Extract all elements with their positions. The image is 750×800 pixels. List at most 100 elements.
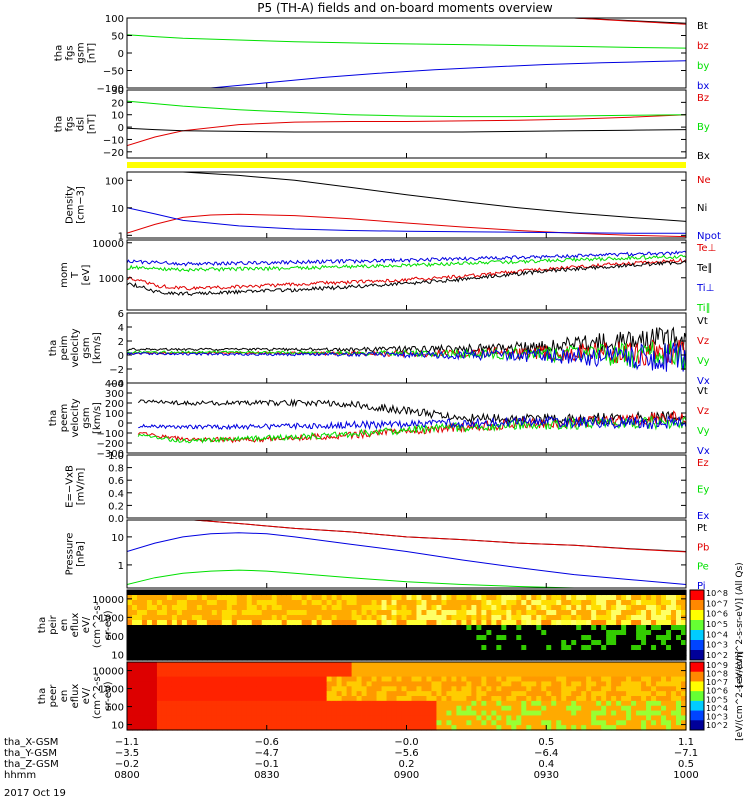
panel-frame — [126, 519, 687, 589]
colorbar-tick-label: 10^5 — [706, 695, 728, 704]
y-tick-label: 0 — [118, 49, 124, 60]
legend-entry: Te⊥ — [696, 243, 716, 254]
y-tick-label: 100 — [105, 14, 124, 25]
y-tick-label: −100 — [97, 429, 124, 440]
y-axis-label: [km/s] — [92, 332, 103, 364]
x-tick-label: −6.4 — [534, 748, 558, 759]
x-tick-label: −0.2 — [115, 759, 139, 770]
y-axis-label: tha — [37, 688, 48, 704]
y-axis-label: Pressure — [65, 533, 76, 576]
colorbar-segment — [690, 640, 704, 651]
panel-frame — [126, 17, 687, 89]
series-line-peim_velocity-3 — [126, 342, 687, 372]
series-line-mom_temp-0 — [126, 250, 687, 267]
legend-entry: Bx — [697, 151, 710, 162]
y-axis-label: gsm — [81, 337, 92, 358]
series-line-pressure-0 — [194, 519, 687, 552]
x-tick-label: 0.4 — [538, 759, 554, 770]
y-tick-label: 10 — [111, 650, 124, 661]
y-tick-label: −20 — [103, 148, 124, 159]
y-axis-label: [eV] — [81, 265, 92, 286]
y-axis-label: mom — [59, 262, 70, 288]
legend-entry: Vx — [697, 446, 710, 457]
legend-entry: By — [697, 122, 710, 133]
legend-entry: Vx — [697, 376, 710, 387]
y-axis-label: peir — [48, 614, 59, 634]
colorbar-segment — [690, 720, 704, 731]
x-tick-label: −0.0 — [394, 737, 418, 748]
y-axis-label: [mV/m] — [76, 468, 87, 506]
colorbar-segment — [690, 650, 704, 661]
y-axis-label: eflux — [70, 684, 81, 709]
x-tick-label: 1000 — [673, 770, 698, 781]
y-axis-label: [nT] — [87, 114, 98, 134]
y-tick-label: 50 — [111, 32, 124, 43]
figure-title: P5 (TH-A) fields and on-board moments ov… — [257, 1, 553, 15]
colorbar-tick-label: 10^7 — [706, 599, 728, 608]
y-tick-label: 10 — [111, 721, 124, 732]
series-line-peim_velocity-2 — [126, 340, 687, 370]
y-tick-label: 6 — [118, 309, 124, 320]
colorbar-tick-label: 10^8 — [706, 670, 728, 679]
series-line-fgs_dsl-1 — [126, 100, 687, 118]
y-tick-label: 0.4 — [108, 489, 124, 500]
y-axis-label: velocity — [70, 328, 81, 367]
y-tick-label: 200 — [105, 399, 124, 410]
y-tick-label: 400 — [105, 379, 124, 390]
y-tick-label: 0.0 — [108, 514, 124, 525]
spectrogram-cells — [127, 662, 687, 731]
status-flag-bar — [127, 162, 686, 168]
y-tick-label: 1000 — [99, 613, 124, 624]
legend-entry: Ti⊥ — [696, 283, 714, 294]
x-tick-label: −1.1 — [115, 737, 139, 748]
x-axis-row-label: tha_Y-GSM — [4, 748, 57, 759]
x-tick-label: −0.1 — [255, 759, 279, 770]
legend-entry: Vt — [697, 316, 708, 327]
colorbar-tick-label: 10^4 — [706, 630, 728, 639]
y-axis-label: Density — [65, 186, 76, 224]
y-tick-label: 100 — [105, 632, 124, 643]
y-tick-label: 0 — [118, 123, 124, 134]
colorbar-tick-label: 10^6 — [706, 610, 728, 619]
colorbar-tick-label: 10^9 — [706, 661, 728, 670]
x-tick-label: 1.1 — [678, 737, 694, 748]
panel-peim_velocity: 6 4 2 0 −2 −4 tha peim velocity gsm [km/s] Vt Vz Vy Vx — [48, 309, 710, 390]
y-axis-label: T — [70, 271, 81, 279]
y-tick-label: −50 — [103, 67, 124, 78]
legend-entry: Ez — [697, 458, 709, 469]
y-axis-label: sr-eV) — [103, 610, 114, 639]
colorbar-tick-label: 10^7 — [706, 678, 728, 687]
y-tick-label: 0 — [118, 419, 124, 430]
y-tick-label: 10 — [111, 533, 124, 544]
y-tick-label: 2 — [118, 337, 124, 348]
series-line-mom_temp-1 — [127, 254, 687, 273]
series-line-peim_velocity-0 — [126, 326, 687, 355]
colorbar-tick-label: 10^2 — [706, 651, 728, 660]
colorbar-label: [eV/(cm^2-s-sr-eV)] (All Qs) — [735, 562, 745, 687]
panel-frame — [126, 454, 687, 519]
y-tick-label: 0 — [118, 351, 124, 362]
colorbar-tick-label: 10^5 — [706, 620, 728, 629]
series-line-fgs_dsl-0 — [126, 114, 687, 147]
y-axis-label: peer — [48, 684, 59, 708]
y-axis-label: gsm — [76, 42, 87, 63]
x-tick-label: −0.6 — [255, 737, 279, 748]
x-axis-row-label: tha_Z-GSM — [4, 759, 59, 770]
colorbar-tick-label: 10^3 — [706, 641, 728, 650]
x-tick-label: −4.7 — [255, 748, 279, 759]
series-line-peem_velocity-0 — [137, 398, 687, 426]
legend-entry: Ex — [697, 511, 709, 522]
series-line-mom_temp-2 — [126, 257, 687, 291]
series-line-fgs_gsm-3 — [210, 60, 687, 89]
x-tick-label: 0930 — [534, 770, 559, 781]
colorbar-segment — [690, 610, 704, 621]
x-axis-labels: tha_X-GSM −1.1 −0.6 −0.0 0.5 1.1 tha_Y-GSM −3.5… — [4, 737, 699, 799]
panel-frame — [126, 171, 687, 239]
y-axis-label: tha — [48, 410, 59, 426]
legend-entry: Ti∥ — [696, 303, 711, 314]
colorbar-segment — [690, 691, 704, 702]
y-tick-label: −10 — [103, 136, 124, 147]
y-tick-label: 0.2 — [108, 501, 124, 512]
